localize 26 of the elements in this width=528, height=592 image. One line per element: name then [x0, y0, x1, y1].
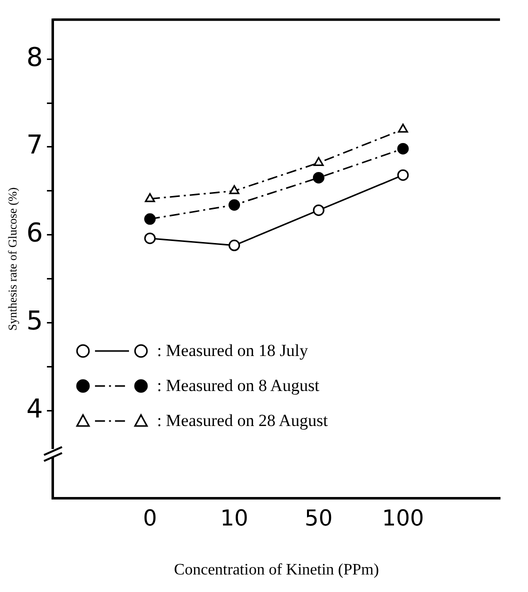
x-tick-label: 0	[142, 506, 157, 532]
x-tick-label: 100	[382, 506, 424, 532]
point	[314, 157, 324, 166]
point	[144, 213, 156, 225]
y-tick-label: 6	[26, 218, 43, 249]
y-tick-label: 7	[26, 130, 43, 161]
point	[312, 172, 324, 184]
y-tick-label: 4	[26, 394, 43, 424]
legend-label: : Measured on 8 August	[156, 376, 320, 396]
point	[397, 142, 409, 154]
x-tick-label: 10	[220, 506, 248, 532]
point	[398, 124, 408, 133]
x-tick-label: 50	[304, 506, 333, 532]
legend-label: : Measured on 18 July	[156, 340, 308, 361]
point	[144, 232, 156, 244]
point	[397, 169, 409, 181]
legend-label: : Measured on 28 August	[156, 410, 328, 431]
x-axis-title: Concentration of Kinetin (PPm)	[174, 562, 379, 579]
point	[229, 185, 240, 194]
y-tick-label: 5	[26, 306, 43, 336]
point	[144, 193, 156, 202]
point	[228, 240, 240, 252]
y-axis-title: Synthesis rate of Glucose (%)	[5, 187, 20, 331]
point	[228, 199, 240, 211]
y-tick-label: 8	[26, 42, 43, 73]
point	[312, 204, 324, 216]
